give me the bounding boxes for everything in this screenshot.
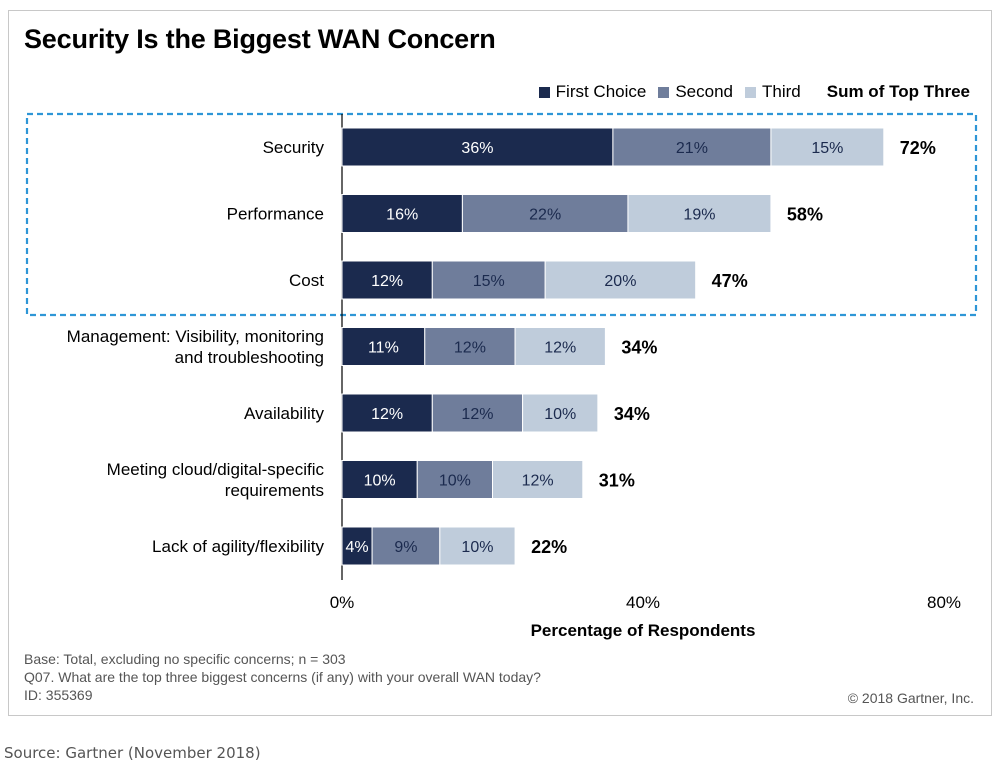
chart-title: Security Is the Biggest WAN Concern	[24, 24, 496, 54]
sum-label-security: 72%	[900, 138, 936, 158]
category-label-meeting-cloud-digital-specific: Meeting cloud/digital-specific requiremen…	[107, 460, 325, 500]
legend-swatch-third	[745, 86, 757, 98]
legend-label-third: Third	[762, 82, 801, 101]
category-label-lack-of-agility-flexibility: Lack of agility/flexibility	[152, 537, 324, 556]
bar-cost-first-choice	[341, 260, 433, 300]
data-label-meeting-cloud-digital-specific-first-choice: 10%	[364, 473, 396, 490]
legend-label-first-choice: First Choice	[555, 82, 647, 101]
bar-performance-second	[461, 194, 629, 233]
source-note: Source: Gartner (November 2018)	[4, 744, 261, 762]
bar-security-second	[612, 127, 772, 167]
bar-performance-first-choice	[341, 194, 463, 233]
legend-swatch-first-choice	[538, 86, 550, 98]
sum-label-cost: 47%	[712, 271, 748, 291]
category-label-management-visibility-monitoring: Management: Visibility, monitoring and tr…	[67, 327, 324, 367]
sum-label-management-visibility-monitoring: 34%	[621, 338, 657, 358]
bar-security-first-choice	[341, 127, 614, 167]
data-label-lack-of-agility-flexibility-second: 9%	[394, 539, 417, 556]
category-label-security: Security	[263, 138, 325, 157]
chart-frame	[8, 10, 992, 716]
legend-item-first-choice: First Choice	[538, 82, 647, 102]
footer-id: ID: 355369	[24, 687, 93, 703]
data-label-performance-first-choice: 16%	[386, 207, 418, 224]
bar-management-visibility-monitoring-second	[424, 327, 516, 366]
category-label-cost: Cost	[289, 271, 324, 290]
bar-lack-of-agility-flexibility-second	[371, 526, 441, 566]
bar-meeting-cloud-digital-specific-first-choice	[341, 460, 418, 499]
footer-base: Base: Total, excluding no specific conce…	[24, 651, 346, 667]
data-label-performance-second: 22%	[529, 207, 561, 224]
legend-sum-label: Sum of Top Three	[826, 82, 970, 101]
sum-label-performance: 58%	[787, 205, 823, 225]
sum-label-lack-of-agility-flexibility: 22%	[531, 537, 567, 557]
bar-availability-second	[431, 393, 524, 433]
bar-security-third	[770, 127, 885, 167]
footer-question: Q07. What are the top three biggest conc…	[24, 669, 541, 685]
data-label-availability-second: 12%	[461, 406, 493, 423]
stacked-bar-chart: Security 36% 21% 15% 72% Performance 16% 22% 19%…	[25, 112, 978, 640]
x-axis-title: Percentage of Respondents	[531, 621, 756, 640]
data-label-availability-third: 10%	[544, 406, 576, 423]
legend-item-second: Second	[658, 82, 733, 102]
category-label-performance: Performance	[227, 205, 324, 224]
bar-availability-third	[522, 393, 599, 433]
data-label-cost-third: 20%	[604, 273, 636, 290]
data-label-management-visibility-monitoring-second: 12%	[454, 340, 486, 357]
bar-availability-first-choice	[341, 393, 433, 433]
legend-item-third: Third	[745, 82, 801, 102]
legend-swatch-second	[658, 86, 670, 98]
x-tick-label-1: 40%	[626, 593, 660, 612]
data-label-security-first-choice: 36%	[461, 140, 493, 157]
bar-cost-third	[544, 260, 697, 300]
data-label-performance-third: 19%	[683, 207, 715, 224]
sum-label-availability: 34%	[614, 404, 650, 424]
data-label-lack-of-agility-flexibility-first-choice: 4%	[345, 539, 368, 556]
legend: First Choice Second Third Sum of Top Thr…	[527, 82, 970, 102]
highlight-box	[25, 112, 978, 317]
copyright: © 2018 Gartner, Inc.	[847, 690, 974, 706]
data-label-availability-first-choice: 12%	[371, 406, 403, 423]
legend-label-second: Second	[675, 82, 734, 101]
bar-meeting-cloud-digital-specific-third	[492, 460, 584, 499]
data-label-cost-second: 15%	[473, 273, 505, 290]
category-label-availability: Availability	[244, 404, 325, 423]
data-label-security-second: 21%	[676, 140, 708, 157]
bar-performance-third	[627, 194, 772, 233]
x-tick-label-2: 80%	[927, 593, 961, 612]
footer-notes: Base: Total, excluding no specific conce…	[24, 650, 541, 704]
bar-lack-of-agility-flexibility-third	[439, 526, 516, 566]
data-label-security-third: 15%	[811, 140, 843, 157]
x-tick-label-0: 0%	[330, 593, 355, 612]
bar-meeting-cloud-digital-specific-second	[416, 460, 493, 499]
bar-lack-of-agility-flexibility-first-choice	[341, 526, 373, 566]
data-label-meeting-cloud-digital-specific-third: 12%	[522, 473, 554, 490]
data-label-lack-of-agility-flexibility-third: 10%	[461, 539, 493, 556]
data-label-cost-first-choice: 12%	[371, 273, 403, 290]
bar-management-visibility-monitoring-third	[514, 327, 606, 366]
data-label-meeting-cloud-digital-specific-second: 10%	[439, 473, 471, 490]
data-label-management-visibility-monitoring-first-choice: 11%	[368, 340, 399, 357]
sum-label-meeting-cloud-digital-specific: 31%	[599, 471, 635, 491]
data-label-management-visibility-monitoring-third: 12%	[544, 340, 576, 357]
